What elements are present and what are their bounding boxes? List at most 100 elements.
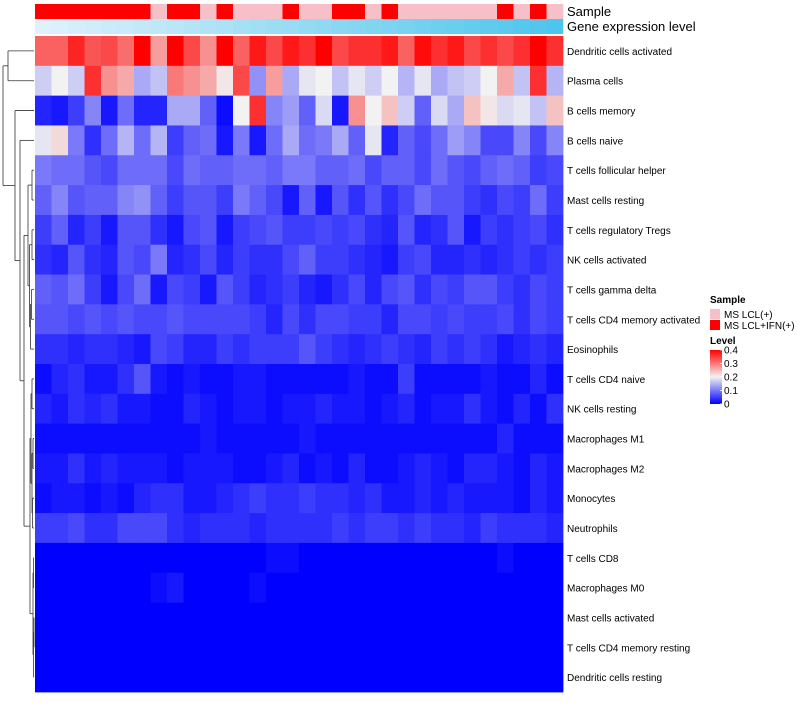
heatmap-cell (464, 95, 481, 126)
row-label: Mast cells resting (567, 196, 644, 207)
heatmap-cell (431, 214, 448, 246)
heatmap-cell (134, 483, 151, 514)
heatmap-cell (200, 95, 217, 126)
heatmap-cell (134, 632, 151, 663)
gene-expression-annotation-cell (381, 19, 399, 34)
heatmap-cell (513, 662, 531, 693)
heatmap-cell (150, 662, 168, 693)
heatmap-cell (299, 214, 316, 246)
sample-annotation-cell (447, 4, 465, 19)
heatmap-cell (546, 185, 564, 216)
heatmap-cell (282, 244, 300, 275)
heatmap-cell (464, 244, 481, 275)
heatmap-cell (414, 334, 432, 365)
heatmap-cell (266, 602, 283, 633)
gene-expression-annotation-cell (183, 19, 201, 34)
heatmap-cell (546, 542, 564, 574)
heatmap-cell (266, 542, 283, 574)
row-label: NK cells activated (567, 256, 646, 267)
heatmap-cell (216, 185, 234, 216)
heatmap-cell (431, 65, 448, 97)
heatmap-cell (480, 572, 498, 603)
heatmap-cell (134, 274, 151, 305)
sample-annotation-cell (480, 4, 498, 19)
heatmap-cell (497, 274, 514, 305)
heatmap-cell (348, 662, 366, 693)
heatmap-cell (282, 632, 300, 663)
heatmap-cell (249, 125, 267, 156)
heatmap-cell (167, 244, 184, 275)
heatmap-cell (530, 423, 547, 454)
heatmap-cell (233, 602, 250, 633)
heatmap-cell (381, 36, 399, 67)
heatmap-cell (431, 364, 448, 395)
heatmap-cell (299, 513, 316, 544)
heatmap-cell (365, 36, 382, 67)
heatmap-cell (233, 542, 250, 574)
heatmap-cell (480, 244, 498, 275)
heatmap-cell (216, 423, 234, 454)
heatmap-cell (282, 572, 300, 603)
heatmap-cell (266, 632, 283, 663)
heatmap-cell (480, 185, 498, 216)
heatmap-cell (414, 453, 432, 484)
heatmap-cell (183, 36, 201, 67)
heatmap-cell (315, 244, 333, 275)
heatmap-cell (150, 214, 168, 246)
heatmap-cell (150, 36, 168, 67)
heatmap-cell (365, 453, 382, 484)
heatmap-cell (398, 244, 415, 275)
heatmap-cell (249, 304, 267, 335)
heatmap-cell (398, 214, 415, 246)
row-labels: Dendritic cells activated Plasma cells B c… (567, 47, 700, 684)
heatmap-cell (315, 274, 333, 305)
heatmap-cell (233, 364, 250, 395)
row-label: Eosinophils (567, 345, 618, 356)
heatmap-cell (365, 364, 382, 395)
heatmap-cell (233, 513, 250, 544)
heatmap-cell (431, 513, 448, 544)
heatmap-cell (266, 244, 283, 275)
heatmap-cell (365, 572, 382, 603)
heatmap-cell (266, 214, 283, 246)
sample-annotation-cell (546, 4, 564, 19)
heatmap-cell (381, 602, 399, 633)
heatmap-cell (365, 632, 382, 663)
heatmap-cell (530, 632, 547, 663)
heatmap-cell (398, 483, 415, 514)
sample-annotation-cell (216, 4, 234, 19)
heatmap-cell (84, 65, 102, 97)
heatmap-cell (84, 334, 102, 365)
heatmap-cell (233, 244, 250, 275)
heatmap-cell (282, 304, 300, 335)
heatmap-cell (183, 513, 201, 544)
heatmap-cell (233, 155, 250, 186)
row-label: Macrophages M2 (567, 464, 645, 475)
heatmap-cell (398, 393, 415, 425)
heatmap-cell (365, 304, 382, 335)
heatmap-cell (530, 334, 547, 365)
heatmap-cell (134, 453, 151, 484)
heatmap-cell (513, 334, 531, 365)
heatmap-cell (51, 393, 69, 425)
heatmap-cell (480, 364, 498, 395)
heatmap-cell (480, 423, 498, 454)
heatmap-cell (167, 662, 184, 693)
heatmap-cell (315, 632, 333, 663)
heatmap-cell (414, 572, 432, 603)
heatmap-cell (348, 274, 366, 305)
heatmap-cell (546, 572, 564, 603)
heatmap-cell (150, 125, 168, 156)
heatmap-cell (68, 36, 85, 67)
heatmap-cell (150, 542, 168, 574)
heatmap-cell (35, 65, 52, 97)
heatmap-cell (497, 393, 514, 425)
heatmap-cell (266, 304, 283, 335)
heatmap-cell (497, 244, 514, 275)
heatmap-cell (150, 274, 168, 305)
heatmap-cell (381, 483, 399, 514)
heatmap-cell (381, 572, 399, 603)
heatmap-cell (381, 95, 399, 126)
heatmap-cell (546, 304, 564, 335)
heatmap-cell (447, 364, 465, 395)
